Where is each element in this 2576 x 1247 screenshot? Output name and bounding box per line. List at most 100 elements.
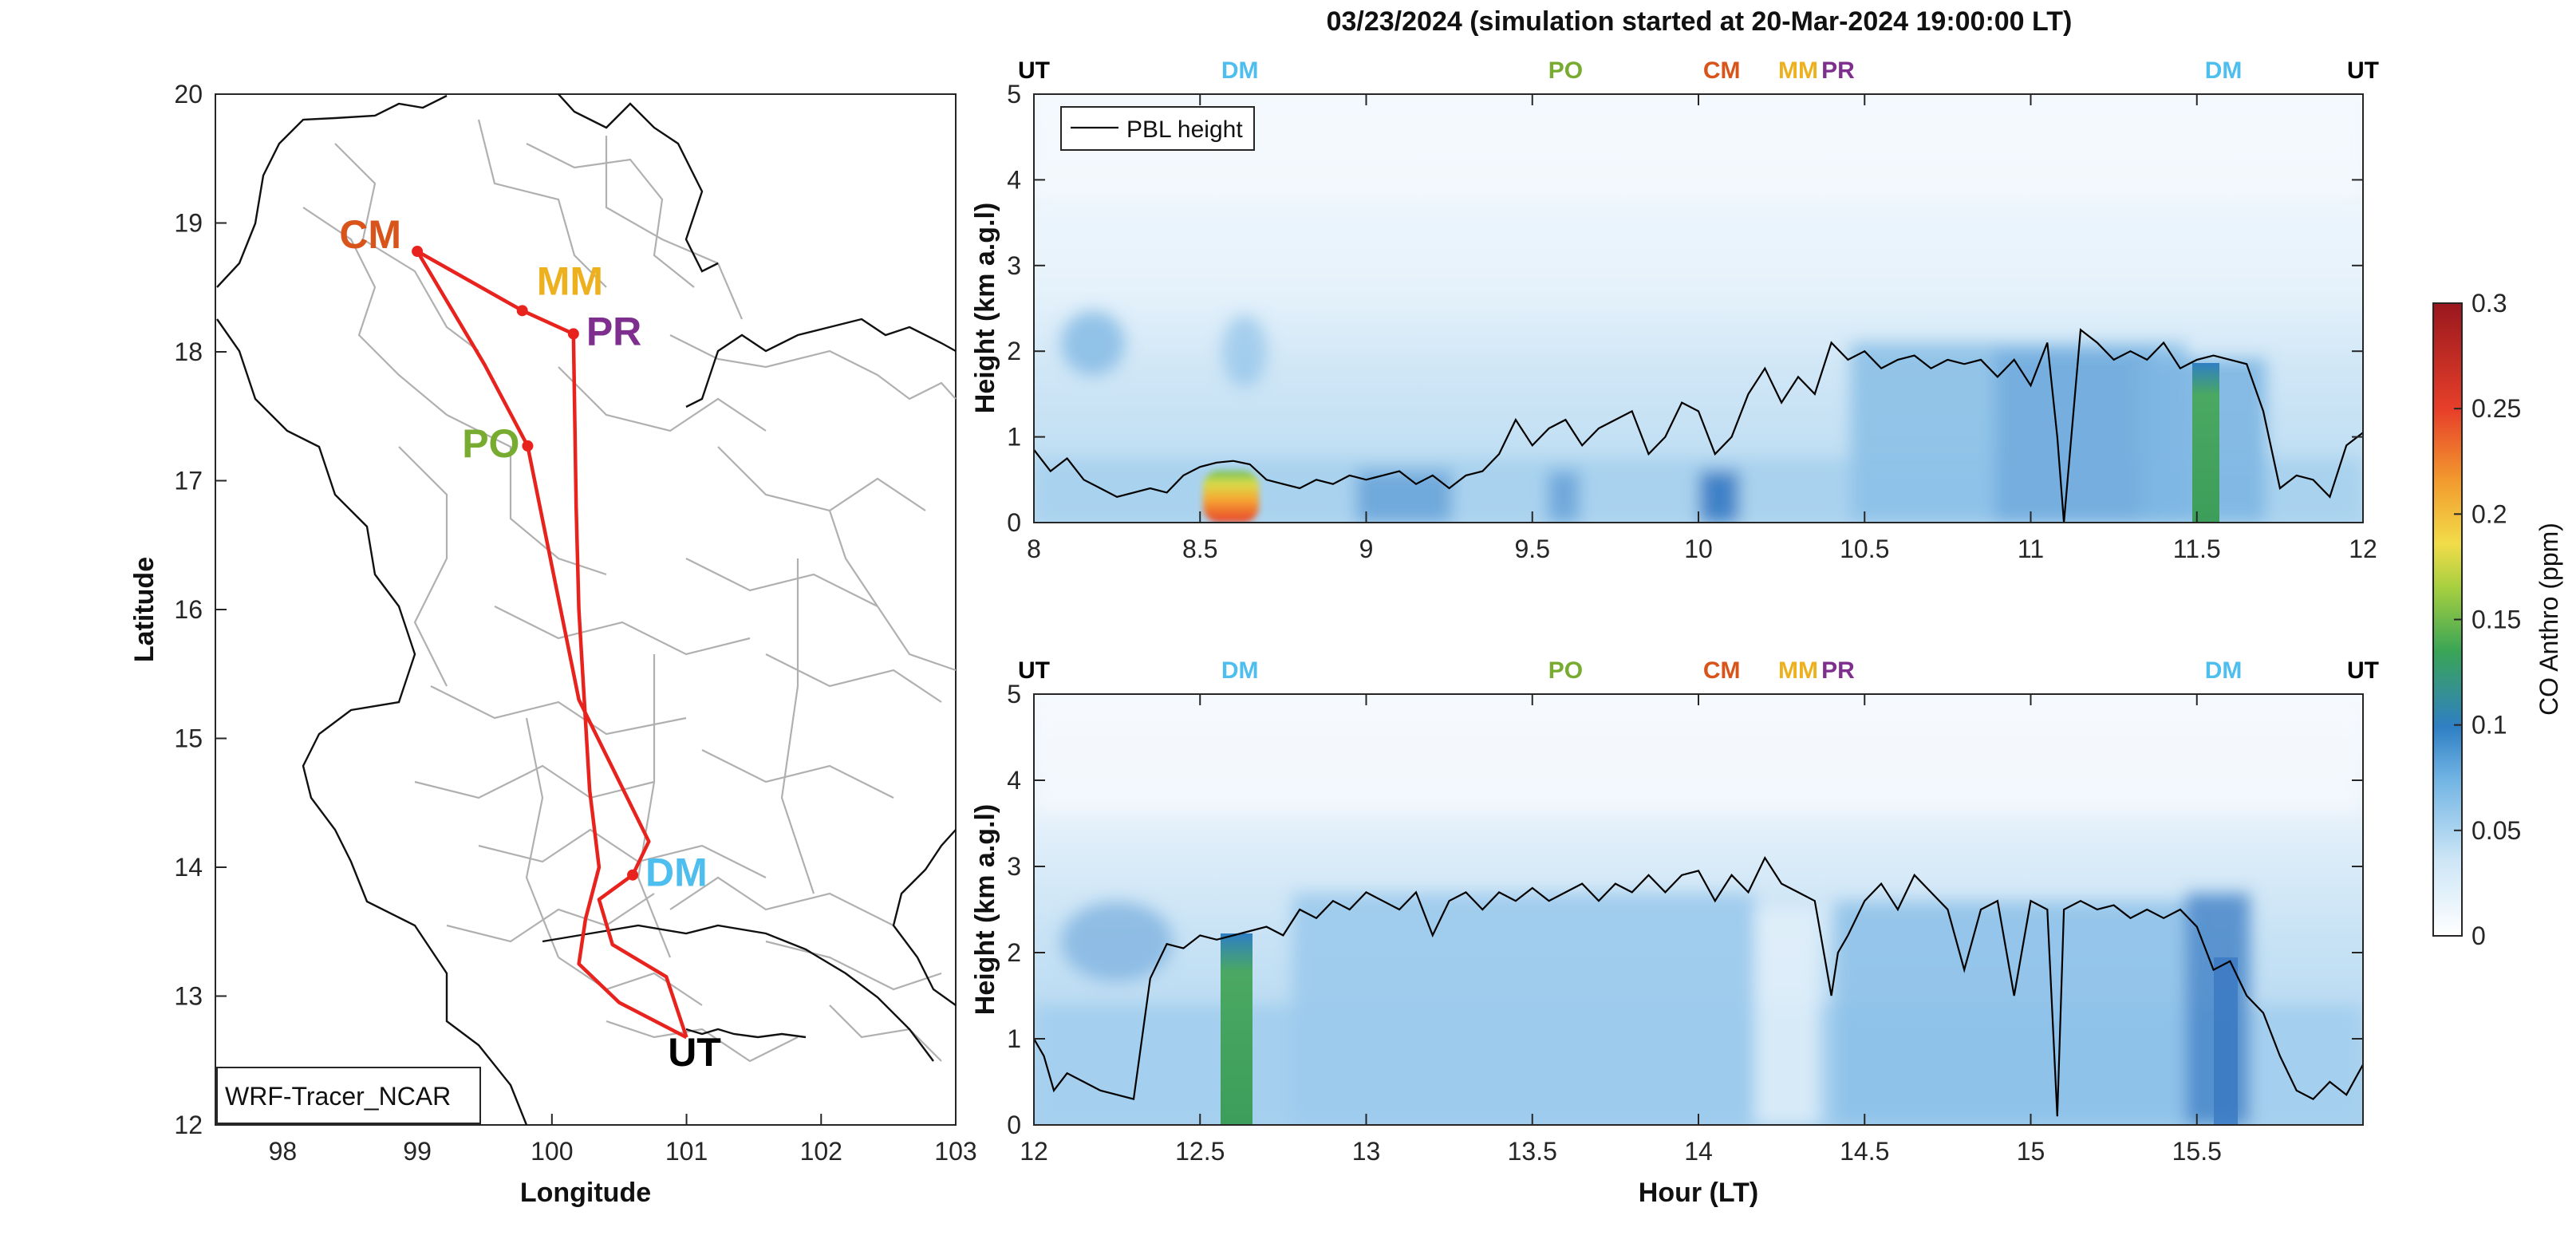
hotspot-top [1203,471,1259,523]
station-label-cm: CM [339,212,401,257]
ylabel-top: Height (km a.g.l) [970,203,1000,413]
country-border [216,93,957,1126]
map-legend-box [216,1067,481,1124]
station-marker-label: MM [1778,57,1818,84]
xtick-label: 14 [1684,1137,1713,1166]
station-labels-bottom: UT DM PO CM MM PR DM UT [1018,657,2379,684]
heatmap-top [1034,94,2363,523]
ylabel-bottom: Height (km a.g.l) [970,804,1000,1015]
pbl-legend-label: PBL height [1126,116,1243,143]
map-ytick-label: 17 [174,467,203,495]
route-line [415,249,688,1040]
ytick-label: 0 [1007,1111,1021,1139]
station-marker-label: UT [1018,657,1050,684]
colorbar-tick-label: 0 [2471,921,2486,950]
pbl-line-bottom [1034,855,2363,1117]
map-xtick-label: 103 [934,1137,976,1166]
station-marker [516,305,528,317]
map-ytick-label: 20 [174,80,203,109]
blue-column-bottom [2214,957,2238,1125]
colorbar-tick-label: 0.25 [2471,394,2521,423]
map-ticks: 98 99 100 101 102 103 12 13 14 15 16 17 18 19 20 [174,80,976,1166]
map-ytick-label: 15 [174,724,203,753]
map-legend-label: WRF-Tracer_NCAR [225,1082,451,1111]
heatmap-bottom [1034,694,2363,1125]
map-ytick-label: 14 [174,853,203,882]
xtick-label: 15.5 [2172,1137,2222,1166]
ytick-label: 2 [1007,337,1021,365]
colorbar-label: CO Anthro (ppm) [2535,523,2563,716]
station-marker-label: UT [1018,57,1050,84]
xtick-label: 8 [1027,535,1041,563]
station-marker-label: UT [2347,657,2379,684]
ytick-label: 4 [1007,165,1021,194]
colorbar-tick-label: 0.2 [2471,499,2507,528]
ytick-label: 5 [1007,80,1021,109]
xtick-label: 15 [2017,1137,2045,1166]
map-ytick-label: 16 [174,595,203,624]
station-marker-label: PO [1548,57,1583,84]
map-ytick-label: 13 [174,982,203,1011]
xtick-label: 12 [1020,1137,1048,1166]
figure-title: 03/23/2024 (simulation started at 20-Mar… [1327,6,2073,37]
station-label-dm: DM [645,850,708,895]
green-column-bottom [1221,933,1252,1125]
xtick-label: 12.5 [1175,1137,1225,1166]
xtick-label: 10.5 [1840,535,1889,563]
station-labels-top: UT DM PO CM MM PR DM UT [1018,57,2379,84]
map-xlabel: Longitude [520,1178,651,1208]
station-marker-label: UT [2347,57,2379,84]
xlabel-bottom: Hour (LT) [1639,1178,1758,1208]
station-label-ut: UT [668,1030,721,1075]
xtick-label: 8.5 [1182,535,1217,563]
colorbar-ticks: 0 0.05 0.1 0.15 0.2 0.25 0.3 [2454,289,2521,950]
station-marker-label: MM [1778,657,1818,684]
station-marker-label: CM [1703,657,1741,684]
xtick-label: 11.5 [2173,535,2221,563]
station-marker [412,246,424,258]
map-xtick-label: 99 [403,1137,432,1166]
green-column-top [2192,363,2219,523]
station-marker [567,328,579,340]
colorbar-tick-label: 0.3 [2471,289,2507,318]
xtick-label: 9.5 [1515,535,1550,563]
xtick-label: 10 [1684,535,1713,563]
ytick-label: 4 [1007,766,1021,795]
station-marker-label: PR [1821,657,1855,684]
map-xtick-label: 98 [269,1137,298,1166]
xtick-label: 9 [1359,535,1374,563]
station-marker [522,440,534,452]
ytick-label: 5 [1007,680,1021,708]
colorbar-tick-label: 0.05 [2471,816,2521,845]
map-ytick-label: 19 [174,209,203,238]
station-marker-label: DM [1221,657,1259,684]
ytick-label: 0 [1007,508,1021,537]
map-ylabel: Latitude [129,557,160,662]
station-marker-label: DM [2205,57,2243,84]
station-label-pr: PR [586,309,641,353]
ytick-label: 1 [1007,1024,1021,1053]
map-ytick-label: 18 [174,337,203,366]
map-xtick-label: 102 [800,1137,842,1166]
station-marker-label: PR [1821,57,1855,84]
ytick-label: 1 [1007,423,1021,452]
map-xtick-label: 100 [531,1137,573,1166]
xtick-label: 13 [1352,1137,1381,1166]
map-panel: CM MM PR PO DM UT 98 99 100 101 102 103 12 13 14 15 16 1… [129,80,977,1208]
xtick-label: 14.5 [1840,1137,1889,1166]
station-marker-label: DM [1221,57,1259,84]
station-marker-label: PO [1548,657,1583,684]
xtick-label: 12 [2349,535,2377,563]
station-label-mm: MM [537,258,603,303]
map-xtick-label: 101 [665,1137,708,1166]
station-marker-label: CM [1703,57,1741,84]
xtick-label: 13.5 [1508,1137,1557,1166]
xtick-label: 11 [2018,535,2044,563]
colorbar: 0 0.05 0.1 0.15 0.2 0.25 0.3 CO Anthro (ppm) [2432,289,2563,950]
pbl-legend: PBL height [1060,106,1255,151]
